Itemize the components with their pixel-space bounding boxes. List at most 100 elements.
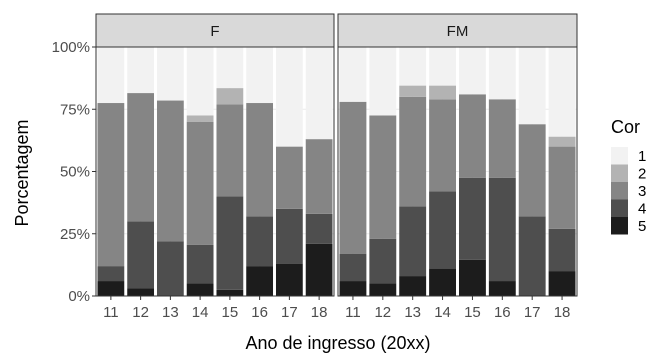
- bar-segment-2: [186, 115, 214, 122]
- x-tick-label: 14: [434, 304, 451, 321]
- bar-segment-1: [216, 47, 244, 89]
- x-tick-label: 13: [404, 304, 421, 321]
- bar-segment-5: [369, 283, 397, 296]
- bar-segment-4: [488, 177, 516, 282]
- bar-segment-5: [127, 288, 155, 296]
- bar-segment-3: [156, 100, 184, 242]
- y-axis-ticks: 0% 25% 50% 75% 100%: [52, 39, 96, 305]
- bar-segment-3: [458, 94, 486, 178]
- panel-f: 11 12 13 14 15 16 17 18 F: [95, 13, 335, 321]
- bar-segment-5: [305, 243, 333, 296]
- x-tick-label: 15: [464, 304, 481, 321]
- bar-segment-5: [339, 281, 367, 296]
- bar-segment-1: [518, 47, 546, 125]
- x-tick-label: 18: [311, 304, 328, 321]
- bar-segment-1: [97, 47, 125, 104]
- bar-segment-5: [429, 268, 457, 296]
- legend-label: 3: [638, 183, 646, 200]
- bar-segment-3: [548, 146, 576, 229]
- x-tick-label: 12: [132, 304, 149, 321]
- facet-strip: [337, 13, 578, 48]
- bar-segment-3: [429, 99, 457, 192]
- bar-segment-2: [399, 85, 427, 97]
- bar-segment-4: [369, 238, 397, 284]
- legend-label: 4: [638, 200, 646, 217]
- bar-segment-1: [458, 47, 486, 95]
- bar-segment-3: [275, 146, 303, 209]
- x-tick-label: 18: [554, 304, 571, 321]
- bar-segment-5: [246, 266, 274, 296]
- legend-label: 2: [638, 165, 646, 182]
- bar-segment-3: [186, 121, 214, 245]
- y-tick-label: 25%: [60, 226, 90, 243]
- bar-segment-5: [488, 281, 516, 296]
- bar-segment-1: [369, 47, 397, 116]
- bar-segment-5: [548, 271, 576, 296]
- bar-segment-1: [246, 47, 274, 104]
- bar-segment-4: [186, 244, 214, 284]
- legend-label: 5: [638, 218, 646, 235]
- bar-segment-4: [399, 206, 427, 277]
- x-tick-label: 12: [374, 304, 391, 321]
- y-axis-title: Porcentagem: [12, 119, 32, 226]
- x-tick-label: 11: [345, 304, 361, 321]
- y-tick-label: 100%: [52, 39, 90, 56]
- facet-strip-label: F: [210, 23, 219, 40]
- x-tick-label: 17: [524, 304, 541, 321]
- bar-segment-1: [429, 47, 457, 86]
- bar-segment-2: [429, 85, 457, 100]
- bar-segment-5: [458, 259, 486, 296]
- bar-segment-4: [127, 221, 155, 289]
- x-tick-label: 17: [281, 304, 298, 321]
- legend-swatch: [611, 199, 628, 217]
- bar-segment-2: [548, 136, 576, 147]
- bar-segment-4: [339, 253, 367, 282]
- legend-swatch: [611, 217, 628, 235]
- bar-segment-1: [339, 47, 367, 102]
- bar-segment-3: [518, 124, 546, 217]
- x-tick-label: 11: [103, 304, 119, 321]
- x-axis-title: Ano de ingresso (20xx): [245, 333, 430, 353]
- bar-segment-3: [369, 115, 397, 239]
- bar-segment-5: [275, 263, 303, 296]
- x-tick-label: 14: [192, 304, 209, 321]
- bar-segment-3: [97, 103, 125, 267]
- x-tick-label: 15: [222, 304, 239, 321]
- bar-segment-1: [127, 47, 155, 94]
- bar-segment-4: [246, 216, 274, 267]
- bar-segment-4: [97, 266, 125, 282]
- bar-segment-5: [97, 281, 125, 296]
- bar-segment-4: [548, 228, 576, 272]
- bar-segment-4: [429, 191, 457, 269]
- bar-segment-4: [305, 213, 333, 244]
- y-tick-label: 50%: [60, 164, 90, 181]
- bar-segment-1: [186, 47, 214, 116]
- bar-segment-1: [156, 47, 184, 101]
- bar-segment-3: [339, 101, 367, 254]
- bar-segment-1: [275, 47, 303, 147]
- panel-fm: 11 12 13 14 15 16 17 18 FM: [337, 13, 578, 321]
- bar-segment-5: [186, 283, 214, 296]
- legend-swatch: [611, 147, 628, 165]
- y-tick-label: 0%: [68, 288, 90, 305]
- bar-segment-4: [518, 216, 546, 296]
- facet-strip-label: FM: [447, 23, 469, 40]
- bar-segment-1: [305, 47, 333, 140]
- bar-segment-1: [548, 47, 576, 137]
- bar-segment-4: [458, 177, 486, 260]
- bar-segment-3: [488, 99, 516, 178]
- x-tick-label: 13: [162, 304, 179, 321]
- bar-segment-1: [488, 47, 516, 100]
- legend-swatch: [611, 182, 628, 200]
- legend-title: Cor: [611, 117, 640, 137]
- bar-segment-4: [216, 196, 244, 290]
- bar-segment-3: [305, 139, 333, 214]
- legend-swatch: [611, 164, 628, 182]
- bar-segment-2: [216, 88, 244, 105]
- x-tick-label: 16: [494, 304, 511, 321]
- bar-segment-3: [246, 103, 274, 217]
- bar-segment-5: [216, 289, 244, 296]
- bar-segment-3: [127, 93, 155, 222]
